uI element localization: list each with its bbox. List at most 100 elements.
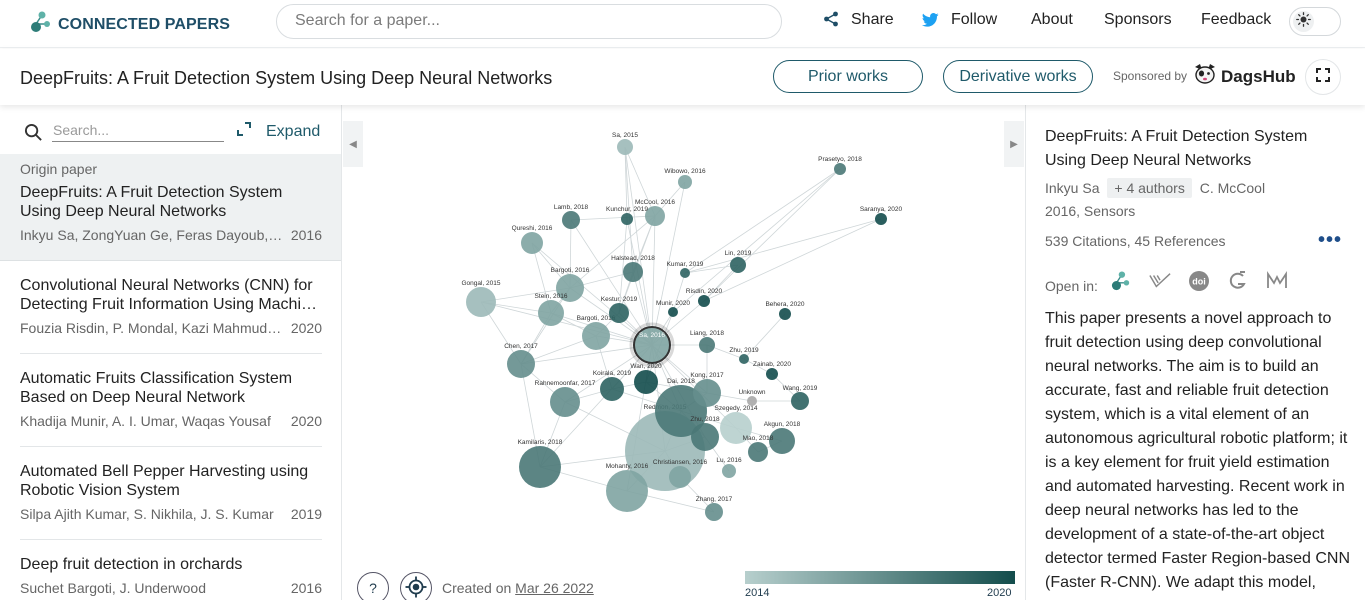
about-link[interactable]: About <box>1031 11 1073 28</box>
graph-node[interactable]: Kestur, 2019 <box>601 296 638 323</box>
list-item[interactable]: Automated Bell Pepper Harvesting using R… <box>20 462 322 523</box>
graph-node-circle[interactable] <box>834 163 846 175</box>
graph-node[interactable]: Kumar, 2019 <box>667 261 704 278</box>
created-date-link[interactable]: Mar 26 2022 <box>515 580 594 596</box>
mendeley-icon[interactable] <box>1266 270 1288 292</box>
graph-node[interactable]: Halstead, 2018 <box>611 255 655 282</box>
list-item[interactable]: Deep fruit detection in orchards Suchet … <box>20 555 322 597</box>
graph-node-circle[interactable] <box>691 423 719 451</box>
collapse-right-panel-button[interactable]: ▶ <box>1004 121 1024 167</box>
graph-node-circle[interactable] <box>739 354 749 364</box>
list-item[interactable]: Automatic Fruits Classification System B… <box>20 369 322 430</box>
graph-node-circle[interactable] <box>747 396 757 406</box>
fullscreen-button[interactable] <box>1305 59 1341 95</box>
graph-node-circle[interactable] <box>722 464 736 478</box>
graph-node[interactable]: Akgun, 2018 <box>764 421 801 454</box>
more-authors-button[interactable]: + 4 authors <box>1107 178 1192 198</box>
graph-node-circle[interactable] <box>698 295 710 307</box>
graph-node[interactable]: Qureshi, 2016 <box>512 225 553 254</box>
graph-node-circle[interactable] <box>678 175 692 189</box>
graph-node[interactable]: Behera, 2020 <box>765 301 805 320</box>
graph-node-circle[interactable] <box>680 268 690 278</box>
graph-node-circle[interactable] <box>705 503 723 521</box>
graph-node-circle[interactable] <box>556 274 584 302</box>
paper-search-box[interactable] <box>276 4 782 39</box>
origin-paper-item[interactable]: Origin paper DeepFruits: A Fruit Detecti… <box>0 154 341 261</box>
graph-node[interactable]: Bargoti, 2016 <box>551 267 590 302</box>
graph-node-circle[interactable] <box>720 412 752 444</box>
graph-node-circle[interactable] <box>693 379 721 407</box>
graph-node[interactable]: Lu, 2016 <box>716 457 742 478</box>
help-button[interactable]: ? <box>357 572 389 600</box>
graph-node[interactable]: Wang, 2019 <box>783 385 818 410</box>
list-item[interactable]: Convolutional Neural Networks (CNN) for … <box>20 276 322 337</box>
graph-node[interactable]: Risdin, 2020 <box>686 288 723 307</box>
graph-node[interactable]: Christiansen, 2016 <box>653 459 708 488</box>
graph-node[interactable]: Lin, 2019 <box>725 250 752 273</box>
graph-node-circle[interactable] <box>600 377 624 401</box>
derivative-works-button[interactable]: Derivative works <box>943 60 1093 93</box>
semantic-scholar-icon[interactable] <box>1149 270 1171 292</box>
more-options-button[interactable]: ••• <box>1318 229 1343 251</box>
graph-node[interactable]: Liang, 2018 <box>690 330 724 353</box>
graph-node-circle[interactable] <box>550 387 580 417</box>
graph-node-circle[interactable] <box>519 446 561 488</box>
graph-node[interactable]: Wan, 2020 <box>630 363 662 394</box>
graph-node[interactable]: Munir, 2020 <box>656 300 690 317</box>
graph-node[interactable]: Sa, 2015 <box>612 132 638 155</box>
graph-node[interactable]: Zhang, 2017 <box>696 496 733 521</box>
graph-node[interactable]: Kunchur, 2019 <box>606 206 648 225</box>
graph-node-circle[interactable] <box>562 211 580 229</box>
graph-node-circle[interactable] <box>609 303 629 323</box>
graph-node[interactable]: Chen, 2017 <box>504 343 538 378</box>
paper-search-input[interactable] <box>277 5 781 37</box>
doi-icon[interactable]: doi <box>1188 270 1210 292</box>
graph-node-circle[interactable] <box>466 287 496 317</box>
collapse-left-panel-button[interactable]: ◀ <box>343 121 363 167</box>
google-scholar-icon[interactable] <box>1227 270 1249 292</box>
graph-node[interactable]: Mao, 2018 <box>743 435 774 462</box>
graph-node-circle[interactable] <box>582 322 610 350</box>
graph-node-circle[interactable] <box>766 368 778 380</box>
sponsor-dagshub-link[interactable]: DagsHub <box>1192 63 1296 90</box>
graph-node[interactable]: Sa, 2016 <box>629 322 675 368</box>
graph-node-circle[interactable] <box>730 257 746 273</box>
graph-node[interactable]: Mohanty, 2016 <box>606 463 649 512</box>
connected-papers-icon[interactable] <box>1110 270 1132 292</box>
graph-node-circle[interactable] <box>875 213 887 225</box>
list-search-input[interactable] <box>52 121 224 142</box>
graph-node[interactable]: Stein, 2016 <box>535 293 568 326</box>
graph-node-circle[interactable] <box>748 442 768 462</box>
graph-node-circle[interactable] <box>769 428 795 454</box>
recenter-button[interactable] <box>400 572 432 600</box>
sponsors-link[interactable]: Sponsors <box>1104 11 1172 28</box>
graph-node-circle[interactable] <box>617 139 633 155</box>
graph-node-circle[interactable] <box>699 337 715 353</box>
graph-node[interactable]: Zhu, 2018 <box>690 416 720 451</box>
details-first-author[interactable]: Inkyu Sa <box>1045 180 1100 196</box>
graph-node[interactable]: Bargoti, 2016 <box>577 315 616 350</box>
details-title[interactable]: DeepFruits: A Fruit Detection System Usi… <box>1045 128 1308 169</box>
graph-node[interactable]: Zainab, 2020 <box>753 361 791 380</box>
prior-works-button[interactable]: Prior works <box>773 60 923 93</box>
graph-node-circle[interactable] <box>606 470 648 512</box>
graph-node[interactable]: Unknown <box>738 389 766 406</box>
graph-node[interactable]: Koirala, 2019 <box>593 370 632 401</box>
theme-toggle[interactable] <box>1289 7 1341 36</box>
graph-node[interactable]: Prasetyo, 2018 <box>818 156 862 175</box>
graph-node-circle[interactable] <box>538 300 564 326</box>
graph-node-circle[interactable] <box>633 326 671 364</box>
follow-link[interactable]: Follow <box>921 11 997 32</box>
graph-node[interactable]: Szegedy, 2014 <box>715 405 758 444</box>
graph-node[interactable]: Rahnemoonfar, 2017 <box>535 380 596 417</box>
graph-node-circle[interactable] <box>669 466 691 488</box>
graph-node-circle[interactable] <box>791 392 809 410</box>
graph-node[interactable]: Zhu, 2019 <box>729 347 759 364</box>
expand-button[interactable]: Expand <box>236 121 320 142</box>
graph-node-circle[interactable] <box>521 232 543 254</box>
graph-node-circle[interactable] <box>645 206 665 226</box>
graph-node[interactable]: Kamilaris, 2018 <box>518 439 563 488</box>
graph-node-circle[interactable] <box>621 213 633 225</box>
